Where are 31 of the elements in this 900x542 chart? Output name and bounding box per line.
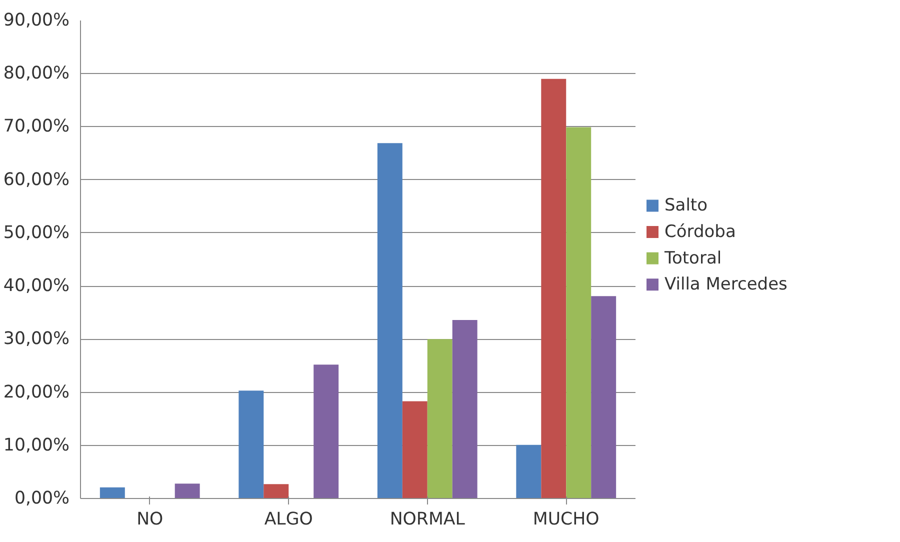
bar <box>314 364 339 498</box>
bar <box>566 127 592 498</box>
bar <box>427 339 452 498</box>
y-tick-label: 30,00% <box>3 329 70 350</box>
y-tick-label: 50,00% <box>3 222 70 243</box>
y-tick-label: 90,00% <box>3 10 70 30</box>
bar <box>174 484 200 498</box>
bar <box>238 390 264 498</box>
y-tick-label: 10,00% <box>3 435 70 456</box>
bar <box>591 296 616 498</box>
x-tick-label: NORMAL <box>390 510 466 530</box>
legend-label: Salto <box>664 196 708 216</box>
bar <box>402 401 428 498</box>
bar <box>377 143 402 498</box>
x-tick-label: NO <box>136 510 164 530</box>
y-tick-label: 0,00% <box>14 488 70 508</box>
legend-label: Villa Mercedes <box>664 274 788 295</box>
bar <box>516 444 542 498</box>
bar <box>452 320 478 498</box>
legend-label: Totoral <box>664 248 722 268</box>
y-tick-label: 60,00% <box>3 170 70 190</box>
y-tick-label: 40,00% <box>3 276 70 296</box>
bar <box>100 487 125 498</box>
bar <box>541 78 566 498</box>
x-tick-label: MUCHO <box>532 510 600 530</box>
x-tick-label: ALGO <box>264 510 313 530</box>
bar <box>264 484 289 498</box>
legend-label: Córdoba <box>664 222 736 242</box>
y-tick-label: 20,00% <box>3 382 70 402</box>
y-tick-label: 80,00% <box>3 64 70 84</box>
y-tick-label: 70,00% <box>3 116 70 137</box>
